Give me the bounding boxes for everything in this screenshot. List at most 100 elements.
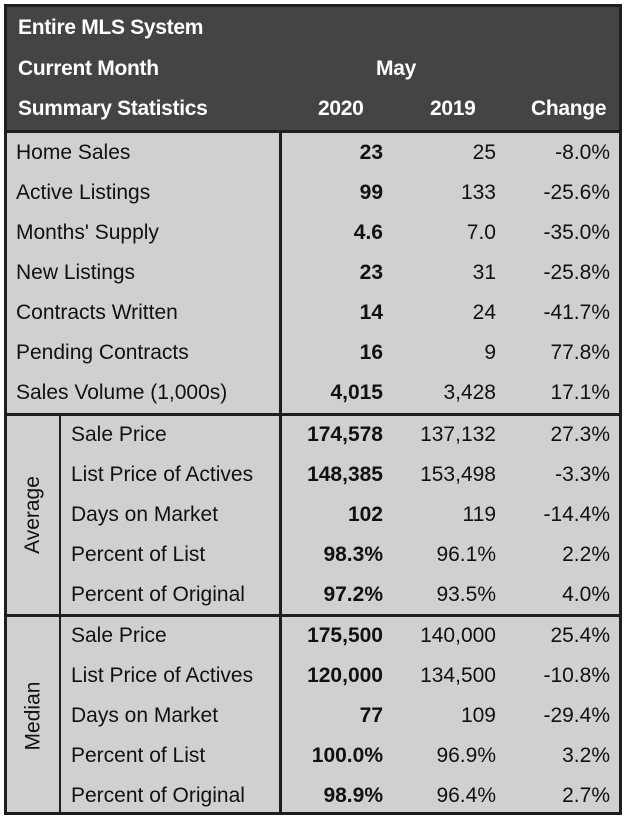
table-header: Entire MLS System Current Month May Summ… — [7, 7, 619, 133]
value-2020: 174,578 — [307, 423, 383, 446]
month-label: May — [376, 57, 416, 80]
value-change: -3.3% — [555, 463, 610, 486]
table-row: Home Sales 23 25 -8.0% — [7, 133, 619, 173]
value-2019: 9 — [484, 341, 496, 364]
table-row: Percent of Original 98.9% 96.4% 2.7% — [7, 776, 619, 816]
row-label: Pending Contracts — [16, 341, 189, 364]
table-row: Percent of Original 97.2% 93.5% 4.0% — [7, 575, 619, 615]
value-change: 2.7% — [562, 784, 610, 807]
value-2020: 175,500 — [307, 624, 383, 647]
column-header-2019: 2019 — [430, 97, 476, 120]
value-2019: 109 — [460, 704, 496, 727]
column-header-2020: 2020 — [318, 97, 364, 120]
group-divider — [59, 416, 61, 614]
value-2020: 16 — [359, 341, 383, 364]
row-label: Sale Price — [71, 423, 167, 446]
row-label: Sale Price — [71, 624, 167, 647]
table-row: Days on Market 102 119 -14.4% — [7, 495, 619, 535]
value-2020: 4,015 — [330, 381, 383, 404]
value-2020: 14 — [359, 301, 383, 324]
table-row: Percent of List 98.3% 96.1% 2.2% — [7, 535, 619, 575]
value-2019: 96.9% — [436, 744, 496, 767]
value-2019: 7.0 — [466, 221, 496, 244]
summary-section: Home Sales 23 25 -8.0% Active Listings 9… — [7, 133, 619, 410]
value-2020: 4.6 — [353, 221, 383, 244]
table-row: Pending Contracts 16 9 77.8% — [7, 333, 619, 373]
table-row: Percent of List 100.0% 96.9% 3.2% — [7, 736, 619, 776]
table-row: Days on Market 77 109 -29.4% — [7, 696, 619, 736]
average-section: Average Sale Price 174,578 137,132 27.3%… — [7, 413, 619, 614]
value-change: 4.0% — [562, 583, 610, 606]
value-2019: 31 — [472, 261, 496, 284]
value-2020: 23 — [359, 261, 383, 284]
table-row: Months' Supply 4.6 7.0 -35.0% — [7, 213, 619, 253]
value-2019: 140,000 — [420, 624, 496, 647]
row-label: Days on Market — [71, 704, 219, 727]
value-2019: 3,428 — [443, 381, 496, 404]
value-2020: 77 — [359, 704, 383, 727]
value-2019: 134,500 — [420, 664, 496, 687]
value-change: -14.4% — [543, 503, 610, 526]
value-change: -41.7% — [543, 301, 610, 324]
summary-statistics-label: Summary Statistics — [18, 97, 208, 120]
row-label: New Listings — [16, 261, 136, 284]
value-2019: 153,498 — [420, 463, 496, 486]
value-change: -8.0% — [555, 141, 610, 164]
row-label: List Price of Actives — [71, 463, 254, 486]
row-label: Months' Supply — [16, 221, 159, 244]
row-label: Days on Market — [71, 503, 219, 526]
value-2019: 24 — [472, 301, 496, 324]
value-change: -29.4% — [543, 704, 610, 727]
value-2020: 148,385 — [307, 463, 383, 486]
value-2019: 137,132 — [420, 423, 496, 446]
value-2019: 96.4% — [436, 784, 496, 807]
value-2020: 98.9% — [323, 784, 383, 807]
median-section: Median Sale Price 175,500 140,000 25.4% … — [7, 614, 619, 815]
stats-table: Entire MLS System Current Month May Summ… — [4, 4, 622, 815]
table-row: Sale Price 175,500 140,000 25.4% — [7, 616, 619, 656]
value-2019: 96.1% — [436, 543, 496, 566]
value-2019: 119 — [462, 503, 496, 526]
value-2020: 100.0% — [311, 744, 383, 767]
table-row: List Price of Actives 148,385 153,498 -3… — [7, 455, 619, 495]
table-row: Contracts Written 14 24 -41.7% — [7, 293, 619, 333]
value-change: 25.4% — [550, 624, 610, 647]
current-month-label: Current Month — [18, 57, 159, 80]
row-label: Home Sales — [16, 141, 131, 164]
table-title: Entire MLS System — [18, 16, 204, 39]
value-change: -25.6% — [543, 181, 610, 204]
column-header-change: Change — [531, 97, 607, 120]
value-change: -25.8% — [543, 261, 610, 284]
row-label: Percent of List — [71, 744, 206, 767]
value-change: -35.0% — [543, 221, 610, 244]
row-label: Percent of Original — [71, 583, 245, 606]
value-2020: 98.3% — [323, 543, 383, 566]
value-change: -10.8% — [543, 664, 610, 687]
value-2020: 99 — [359, 181, 383, 204]
value-2020: 102 — [347, 503, 383, 526]
value-2020: 120,000 — [307, 664, 383, 687]
table-row: Sales Volume (1,000s) 4,015 3,428 17.1% — [7, 373, 619, 413]
table-row: List Price of Actives 120,000 134,500 -1… — [7, 656, 619, 696]
value-2019: 25 — [472, 141, 496, 164]
table-row: New Listings 23 31 -25.8% — [7, 253, 619, 293]
table-row: Active Listings 99 133 -25.6% — [7, 173, 619, 213]
row-label: Contracts Written — [16, 301, 178, 324]
row-label: Sales Volume (1,000s) — [16, 381, 228, 404]
value-change: 17.1% — [550, 381, 610, 404]
value-change: 3.2% — [562, 744, 610, 767]
table-row: Sale Price 174,578 137,132 27.3% — [7, 415, 619, 455]
column-divider — [279, 133, 282, 812]
value-2020: 97.2% — [323, 583, 383, 606]
value-2019: 93.5% — [436, 583, 496, 606]
value-2020: 23 — [359, 141, 383, 164]
row-label: List Price of Actives — [71, 664, 254, 687]
value-change: 2.2% — [562, 543, 610, 566]
row-label: Percent of Original — [71, 784, 245, 807]
value-2019: 133 — [460, 181, 496, 204]
group-divider — [59, 617, 61, 815]
value-change: 27.3% — [550, 423, 610, 446]
value-change: 77.8% — [550, 341, 610, 364]
row-label: Percent of List — [71, 543, 206, 566]
row-label: Active Listings — [16, 181, 151, 204]
